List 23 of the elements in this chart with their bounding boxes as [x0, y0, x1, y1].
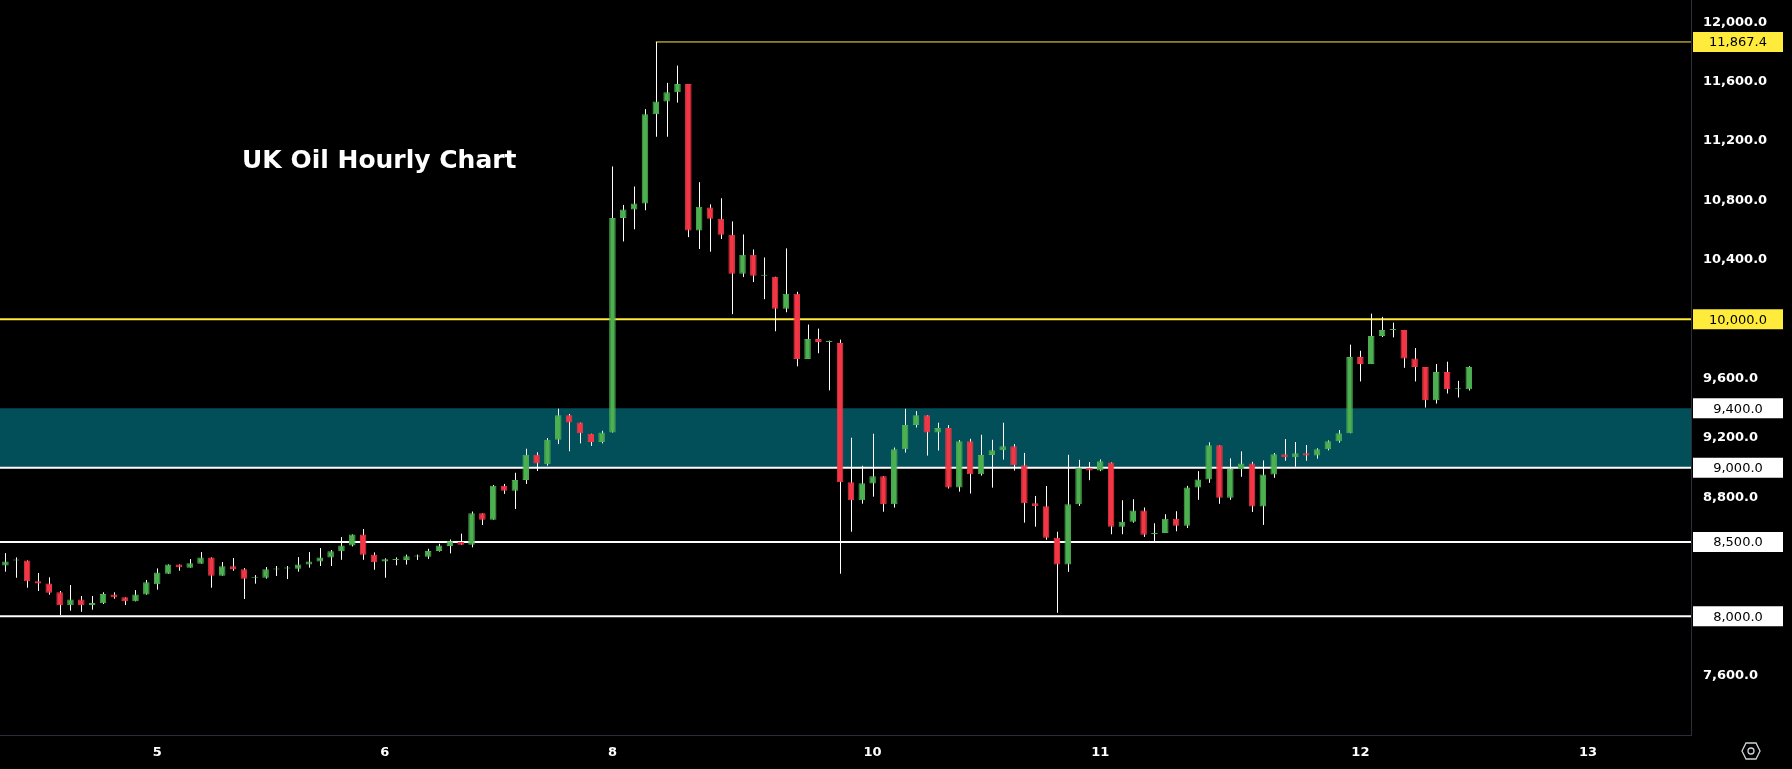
x-tick-label: 11 — [1091, 744, 1110, 760]
y-tick-label: 10,400.0 — [1703, 251, 1768, 267]
y-tick-label: 7,600.0 — [1703, 666, 1759, 682]
x-tick-label: 12 — [1351, 744, 1370, 760]
x-tick-label: 13 — [1578, 744, 1598, 760]
x-tick-label: 8 — [607, 744, 617, 760]
y-tick-label: 10,800.0 — [1703, 191, 1768, 207]
ref-line-label: 8,000.0 — [1713, 608, 1763, 624]
x-tick-label: 6 — [380, 744, 390, 760]
text: UK Oil Hourly Chart — [242, 144, 517, 174]
y-tick-label: 11,200.0 — [1703, 132, 1768, 148]
y-tick-label: 11,600.0 — [1703, 73, 1768, 89]
y-tick-label: 9,600.0 — [1703, 370, 1759, 386]
y-tick-label: 12,000.0 — [1703, 13, 1768, 29]
band-label: 9,400.0 — [1713, 400, 1763, 416]
ref-line-label: 8,500.0 — [1713, 534, 1763, 550]
ref-line-label: 9,000.0 — [1713, 460, 1763, 476]
ref-line-label: 11,867.4 — [1709, 34, 1767, 50]
ref-line-label: 10,000.0 — [1709, 311, 1767, 327]
y-tick-label: 9,200.0 — [1703, 429, 1759, 445]
x-tick-label: 5 — [152, 744, 162, 760]
x-tick-label: 10 — [863, 744, 882, 760]
y-tick-label: 8,800.0 — [1703, 488, 1759, 504]
